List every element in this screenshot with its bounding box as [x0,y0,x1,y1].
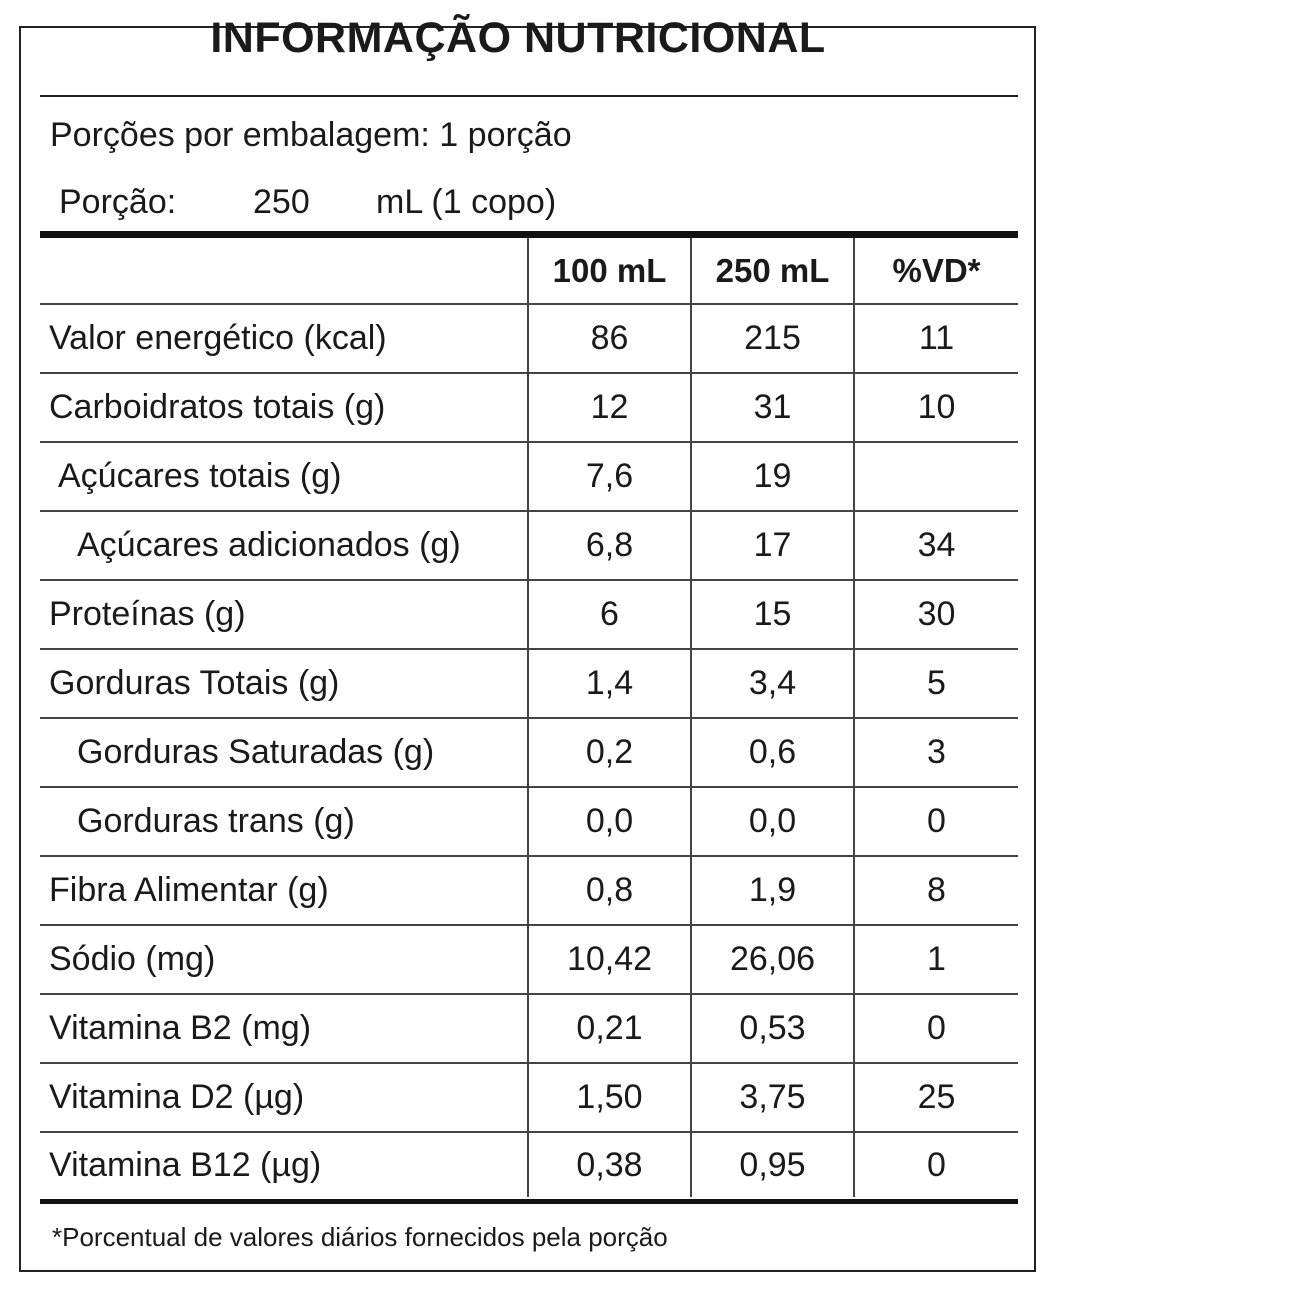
value-per-100ml: 12 [527,373,691,443]
label-title: INFORMAÇÃO NUTRICIONAL [210,14,826,62]
table-row: Gorduras Totais (g) 1,4 3,4 5 [40,649,1018,719]
value-per-100ml: 86 [527,304,691,374]
value-daily-percent: 0 [853,994,1018,1064]
footnote: *Porcentual de valores diários fornecido… [52,1222,668,1252]
value-per-100ml: 1,4 [527,649,691,719]
table-row: Açúcares totais (g) 7,6 19 [40,442,1018,512]
value-daily-percent: 11 [853,304,1018,374]
table-row: Carboidratos totais (g) 12 31 10 [40,373,1018,443]
value-daily-percent: 1 [853,925,1018,995]
value-daily-percent: 30 [853,580,1018,650]
nutrition-label-frame [19,26,1036,1272]
title-divider [40,95,1018,97]
value-per-100ml: 0,21 [527,994,691,1064]
serving-amount: 250 [253,183,310,221]
nutrient-name: Açúcares adicionados (g) [40,511,528,581]
nutrient-name: Gorduras trans (g) [40,787,528,857]
table-row: Proteínas (g) 6 15 30 [40,580,1018,650]
table-row: Açúcares adicionados (g) 6,8 17 34 [40,511,1018,581]
table-row: Gorduras trans (g) 0,0 0,0 0 [40,787,1018,857]
value-per-100ml: 0,38 [527,1132,691,1197]
value-per-250ml: 0,6 [690,718,854,788]
value-per-250ml: 26,06 [690,925,854,995]
value-per-250ml: 3,75 [690,1063,854,1133]
value-per-250ml: 215 [690,304,854,374]
column-header-250ml: 250 mL [690,238,854,305]
table-row: Fibra Alimentar (g) 0,8 1,9 8 [40,856,1018,926]
table-row: Sódio (mg) 10,42 26,06 1 [40,925,1018,995]
column-header-nutrient [40,238,528,305]
servings-per-package: Porções por embalagem: 1 porção [50,116,572,154]
table-row: Valor energético (kcal) 86 215 11 [40,304,1018,374]
value-per-250ml: 0,95 [690,1132,854,1197]
nutrient-name: Vitamina B12 (µg) [49,1145,322,1184]
value-daily-percent: 34 [853,511,1018,581]
value-daily-percent: 8 [853,856,1018,926]
value-per-250ml: 0,53 [690,994,854,1064]
value-per-250ml: 15 [690,580,854,650]
nutrient-name: Valor energético (kcal) [40,304,528,374]
nutrient-name: Gorduras Totais (g) [40,649,528,719]
value-per-100ml: 0,8 [527,856,691,926]
nutrient-name: Fibra Alimentar (g) [40,856,528,926]
nutrient-name: Proteínas (g) [40,580,528,650]
table-row: Vitamina B12 (µg) 0,38 0,95 0 [40,1132,1018,1197]
value-per-100ml: 0,0 [527,787,691,857]
value-per-100ml: 0,2 [527,718,691,788]
value-daily-percent: 0 [853,1132,1018,1197]
column-header-vd: %VD* [853,238,1018,305]
value-per-100ml: 6 [527,580,691,650]
table-header-row: 100 mL 250 mL %VD* [40,238,1018,305]
value-per-100ml: 6,8 [527,511,691,581]
value-daily-percent: 5 [853,649,1018,719]
value-per-250ml: 1,9 [690,856,854,926]
value-daily-percent: 10 [853,373,1018,443]
serving-unit: mL (1 copo) [376,183,557,221]
nutrient-name: Gorduras Saturadas (g) [40,718,528,788]
value-per-100ml: 1,50 [527,1063,691,1133]
nutrition-table: 100 mL 250 mL %VD* Valor energético (kca… [40,238,1018,1197]
value-per-100ml: 10,42 [527,925,691,995]
table-row: Gorduras Saturadas (g) 0,2 0,6 3 [40,718,1018,788]
table-row: Vitamina D2 (µg) 1,50 3,75 25 [40,1063,1018,1133]
value-per-250ml: 31 [690,373,854,443]
nutrient-name: Vitamina D2 (µg) [40,1063,528,1133]
footer-thick-rule [40,1199,1018,1204]
nutrient-name: Açúcares totais (g) [40,442,528,512]
value-per-100ml: 7,6 [527,442,691,512]
value-daily-percent: 25 [853,1063,1018,1133]
value-per-250ml: 19 [690,442,854,512]
serving-label: Porção: [59,183,177,221]
value-per-250ml: 0,0 [690,787,854,857]
table-row: Vitamina B2 (mg) 0,21 0,53 0 [40,994,1018,1064]
value-daily-percent: 3 [853,718,1018,788]
nutrient-name: Sódio (mg) [40,925,528,995]
value-daily-percent: 0 [853,787,1018,857]
value-per-250ml: 17 [690,511,854,581]
header-thick-rule [40,231,1018,238]
nutrient-name: Vitamina B2 (mg) [40,994,528,1064]
value-daily-percent [853,442,1018,512]
column-header-100ml: 100 mL [527,238,691,305]
value-per-250ml: 3,4 [690,649,854,719]
nutrient-name: Carboidratos totais (g) [40,373,528,443]
